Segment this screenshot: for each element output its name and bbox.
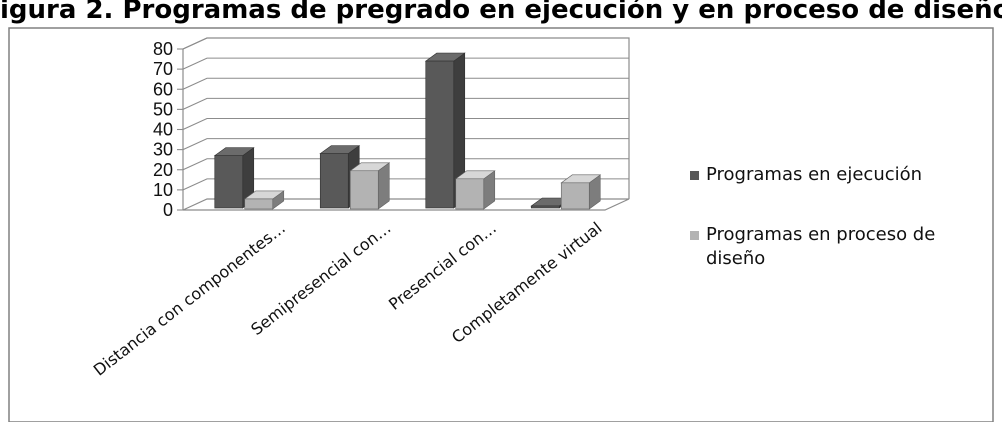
bar <box>349 162 391 210</box>
gridline <box>182 57 629 70</box>
gridline <box>182 138 629 151</box>
bar <box>560 174 602 210</box>
x-axis-labels: Distancia con componentes…Semipresencial… <box>90 218 606 379</box>
legend: Programas en ejecución Programas en proce… <box>690 164 935 269</box>
legend-swatch <box>690 231 699 240</box>
x-tick-label: Distancia con componentes… <box>90 218 289 379</box>
y-tick-label: 60 <box>153 79 173 99</box>
bar <box>243 190 285 210</box>
bar-front <box>455 178 485 210</box>
y-tick-label: 20 <box>153 160 173 180</box>
gridline <box>182 158 629 171</box>
bar-front <box>425 60 455 209</box>
legend-item: Programas en proceso de diseño <box>690 224 935 269</box>
legend-swatch <box>690 171 699 180</box>
bar-front <box>319 153 349 209</box>
bars <box>213 52 602 210</box>
bar-front <box>530 205 560 209</box>
legend-label: Programas en proceso de diseño <box>706 224 935 269</box>
bar-front <box>214 155 244 209</box>
bar <box>424 52 466 209</box>
y-tick-label: 30 <box>153 140 173 160</box>
legend-label: Programas en ejecución <box>706 164 922 185</box>
bar-front <box>244 198 274 210</box>
bar-front <box>349 170 379 210</box>
y-tick-label: 50 <box>153 99 173 119</box>
figure-title: igura 2. Programas de pregrado en ejecuc… <box>0 0 1002 25</box>
chart-border <box>8 27 994 422</box>
x-tick-label: Presencial con… <box>385 218 500 314</box>
y-tick-label: 70 <box>153 59 173 79</box>
legend-label-line: Programas en proceso de <box>706 224 935 245</box>
gridline <box>182 77 629 90</box>
gridline <box>182 117 629 130</box>
floor-outline <box>182 198 630 211</box>
y-tick-label: 80 <box>153 39 173 59</box>
y-tick-label: 40 <box>153 120 173 140</box>
gridlines <box>182 37 629 191</box>
bar-front <box>560 182 590 210</box>
bar <box>454 170 496 210</box>
gridline <box>182 37 629 50</box>
bar <box>213 147 255 209</box>
y-tick-label: 10 <box>153 180 173 200</box>
legend-label-line: diseño <box>706 248 765 269</box>
y-tick-label: 0 <box>163 200 173 220</box>
legend-item: Programas en ejecución <box>690 164 922 185</box>
gridline <box>182 97 629 110</box>
